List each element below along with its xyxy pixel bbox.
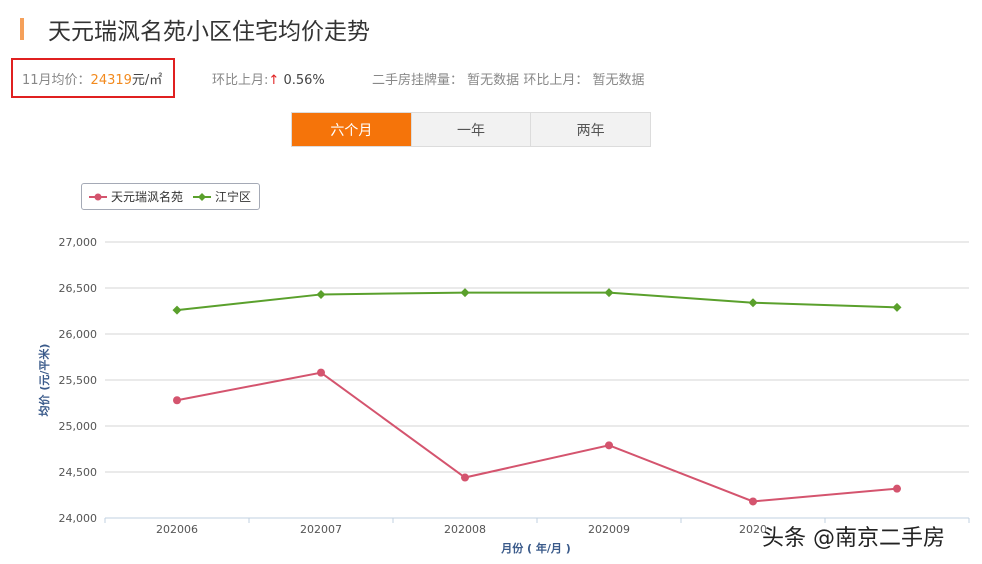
y-axis-title: 均价 (元/平米) [37,344,51,417]
y-tick-label: 25,500 [59,374,98,387]
legend-label-series2: 江宁区 [215,190,252,204]
mom-label: 环比上月: [212,73,269,88]
series2-point [172,305,182,315]
second-mom-value: 暂无数据 [592,73,645,88]
series1-point [893,484,901,493]
mom-value: 0.56% [283,73,325,88]
second-hand-value: 暂无数据 [467,73,520,88]
y-tick-label: 26,500 [59,282,98,295]
title-accent-bar [20,18,24,40]
tab-one-year[interactable]: 一年 [411,113,532,146]
y-tick-label: 24,000 [59,512,98,525]
y-tick-label: 26,000 [59,328,98,341]
second-hand-stat: 二手房挂牌量： 暂无数据 环比上月： 暂无数据 [372,69,644,88]
series2-point [748,298,758,308]
x-axis-title: 月份 ( 年/月 ) [500,541,571,555]
y-tick-label: 24,500 [59,466,98,479]
series2-point [892,302,902,312]
legend-item-series1[interactable]: 天元瑞沨名苑 [89,188,183,205]
series-line-1 [176,371,898,503]
series2-line-diamond-icon [193,192,212,201]
stats-row: 11月均价：24319元/㎡ 环比上月:↑ 0.56% 二手房挂牌量： 暂无数据… [0,58,982,98]
avg-price-label: 11月均价： [22,73,91,88]
tab-six-months[interactable]: 六个月 [292,113,412,146]
series1-point [749,497,757,506]
y-tick-label: 27,000 [59,236,98,249]
legend-item-series2[interactable]: 江宁区 [193,188,251,205]
second-hand-label: 二手房挂牌量： [372,73,464,88]
series2-point [604,288,614,298]
series1-point [461,473,469,482]
series-line-2 [176,291,898,312]
x-tick-label: 202009 [588,523,630,536]
mom-stat: 环比上月:↑ 0.56% [212,69,325,88]
tab-two-years[interactable]: 两年 [531,113,651,146]
x-tick-label: 202008 [444,523,486,536]
x-tick-label: 202007 [300,523,342,536]
series2-point [316,289,326,299]
second-mom-label: 环比上月： [523,73,589,88]
legend-label-series1: 天元瑞沨名苑 [111,190,184,204]
series1-line-dot-icon [89,193,107,200]
y-tick-label: 25,000 [59,420,98,433]
series2-point [460,288,470,298]
avg-price-unit: 元/㎡ [131,73,163,88]
avg-price-value: 24319 [90,73,132,88]
chart-legend: 天元瑞沨名苑 江宁区 [81,183,261,210]
x-tick-label: 202006 [156,523,198,536]
x-tick-label: 2020 [739,523,767,536]
watermark: 头条 @南京二手房 [762,526,945,551]
series1-point [317,368,325,377]
period-tabs: 六个月 一年 两年 [291,112,651,147]
series1-point [173,396,181,405]
up-arrow-icon: ↑ [268,73,280,88]
avg-price-stat: 11月均价：24319元/㎡ [22,69,162,88]
series1-point [605,441,613,450]
avg-price-highlight [11,58,175,98]
page-title: 天元瑞沨名苑小区住宅均价走势 [48,19,370,45]
